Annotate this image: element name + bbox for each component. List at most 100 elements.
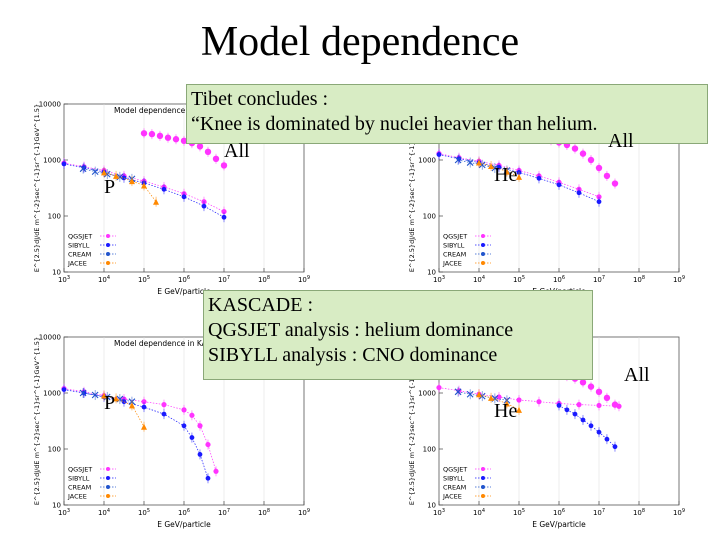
legend-label: QGSJET bbox=[68, 466, 92, 474]
legend-marker bbox=[481, 252, 485, 256]
data-point bbox=[128, 178, 135, 185]
legend-label: SIBYLL bbox=[443, 475, 465, 483]
legend-marker bbox=[106, 243, 110, 247]
data-point bbox=[205, 441, 211, 448]
x-tick-label: 105 bbox=[513, 508, 525, 517]
data-point bbox=[603, 172, 611, 180]
legend-marker bbox=[106, 485, 110, 489]
data-point bbox=[436, 384, 442, 391]
data-point bbox=[153, 198, 160, 205]
data-point bbox=[201, 203, 207, 209]
x-tick-label: 108 bbox=[633, 508, 645, 517]
kascade-callout-line1: KASCADE : bbox=[208, 294, 314, 316]
data-point bbox=[454, 156, 462, 164]
data-point bbox=[576, 190, 582, 196]
data-point bbox=[164, 134, 172, 141]
x-tick-label: 109 bbox=[673, 275, 685, 284]
label-p-bottom: P bbox=[104, 392, 116, 414]
data-point bbox=[161, 411, 167, 417]
data-point bbox=[587, 156, 595, 164]
data-point bbox=[580, 417, 586, 423]
x-tick-label: 108 bbox=[258, 508, 270, 517]
tibet-callout-line2: “Knee is dominated by nuclei heavier tha… bbox=[191, 113, 598, 135]
data-point bbox=[595, 388, 603, 396]
series-jacee bbox=[101, 390, 147, 432]
data-point bbox=[612, 444, 618, 450]
data-point bbox=[588, 423, 594, 429]
x-tick-label: 104 bbox=[98, 275, 110, 284]
data-point bbox=[181, 423, 187, 429]
legend-label: CREAM bbox=[68, 251, 91, 259]
data-point bbox=[161, 186, 167, 192]
data-point bbox=[476, 391, 482, 398]
x-tick-label: 103 bbox=[433, 508, 445, 517]
data-point bbox=[536, 399, 542, 405]
legend-marker bbox=[106, 494, 110, 498]
data-point bbox=[596, 429, 602, 435]
series-cream bbox=[454, 386, 511, 406]
data-point bbox=[128, 402, 135, 409]
data-point bbox=[197, 452, 203, 457]
data-point bbox=[221, 214, 227, 220]
x-tick-label: 107 bbox=[218, 508, 230, 517]
x-tick-label: 105 bbox=[138, 508, 150, 517]
legend-marker bbox=[481, 261, 485, 265]
label-he-bottom: He bbox=[494, 400, 518, 422]
data-point bbox=[576, 402, 582, 408]
data-point bbox=[141, 423, 147, 430]
series-cream bbox=[79, 388, 136, 407]
data-point bbox=[212, 155, 220, 163]
data-point bbox=[466, 159, 474, 166]
tibet-callout-line1: Tibet concludes : bbox=[191, 88, 329, 110]
data-point bbox=[491, 164, 499, 172]
data-point bbox=[503, 400, 510, 407]
slide-title: Model dependence bbox=[200, 19, 520, 65]
x-axis-label: E GeV/particle bbox=[157, 287, 211, 296]
x-tick-label: 109 bbox=[673, 508, 685, 517]
data-point bbox=[496, 164, 502, 170]
data-point bbox=[113, 172, 120, 179]
label-p-top: P bbox=[104, 176, 116, 198]
x-tick-label: 103 bbox=[433, 275, 445, 284]
y-tick-label: 100 bbox=[423, 446, 436, 454]
data-point bbox=[91, 168, 99, 176]
data-point bbox=[536, 175, 542, 181]
legend-label: CREAM bbox=[443, 251, 466, 259]
y-tick-label: 10000 bbox=[39, 101, 61, 109]
y-axis-label: E^{2.5}dJ/dE m^{-2}sec^{-1}sr^{-1}GeV^{1… bbox=[408, 104, 416, 272]
data-point bbox=[189, 412, 195, 418]
x-axis-label: E GeV/particle bbox=[532, 520, 586, 529]
legend-label: JACEE bbox=[67, 493, 87, 501]
legend-marker bbox=[481, 485, 485, 489]
series-cream bbox=[454, 155, 511, 176]
y-tick-label: 100 bbox=[48, 213, 61, 221]
legend-label: QGSJET bbox=[68, 233, 92, 241]
data-point bbox=[101, 392, 107, 399]
y-tick-label: 10 bbox=[427, 269, 436, 277]
data-point bbox=[516, 173, 522, 180]
data-point bbox=[488, 394, 495, 401]
series-sibyll bbox=[556, 400, 618, 452]
data-point bbox=[579, 150, 587, 157]
data-point bbox=[161, 402, 167, 408]
legend-marker bbox=[106, 234, 110, 238]
data-point bbox=[595, 164, 603, 172]
series-jacee bbox=[476, 157, 522, 182]
label-all-top-left: All bbox=[224, 140, 250, 162]
data-point bbox=[172, 136, 180, 143]
x-tick-label: 103 bbox=[58, 275, 70, 284]
data-point bbox=[61, 161, 67, 167]
data-point bbox=[564, 407, 570, 413]
label-all-bottom-right: All bbox=[624, 364, 650, 386]
y-tick-label: 10 bbox=[52, 269, 61, 277]
legend-label: SIBYLL bbox=[68, 475, 90, 483]
data-point bbox=[91, 391, 99, 399]
y-tick-label: 1000 bbox=[43, 390, 61, 398]
legend-label: SIBYLL bbox=[443, 242, 465, 250]
data-point bbox=[205, 475, 211, 481]
label-all-top-right: All bbox=[608, 130, 634, 152]
y-axis-label: E^{2.5}dJ/dE m^{-2}sec^{-1}sr^{-1}GeV^{1… bbox=[33, 104, 41, 272]
data-point bbox=[466, 390, 474, 398]
data-point bbox=[140, 130, 148, 137]
